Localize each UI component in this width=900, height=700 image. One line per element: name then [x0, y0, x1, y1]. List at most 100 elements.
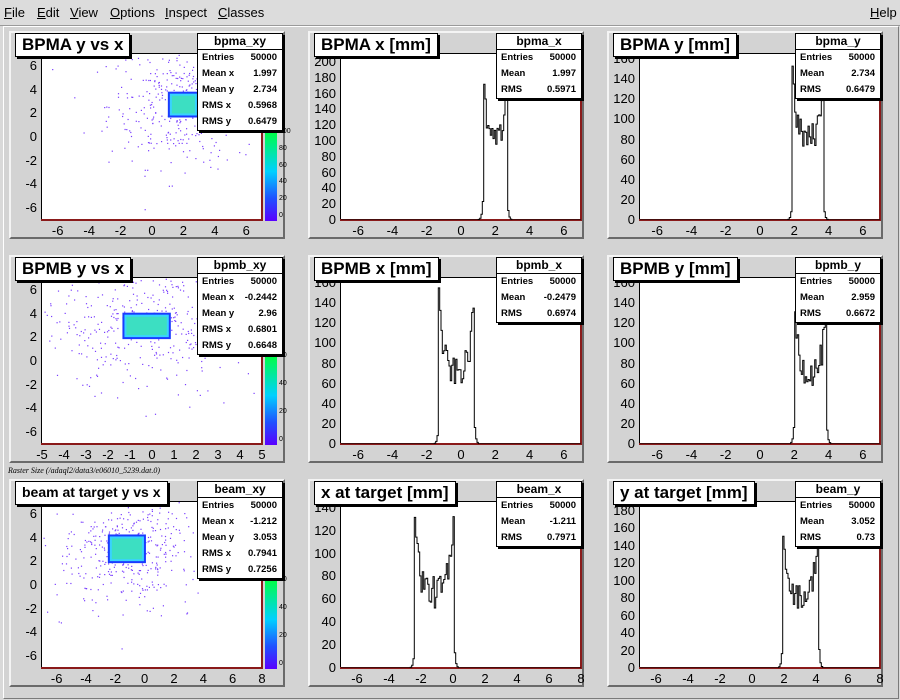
stats-row: RMS y 0.6648 [198, 338, 282, 354]
scatter-point [160, 587, 162, 589]
scatter-point [186, 613, 188, 615]
scatter-point [67, 548, 69, 550]
scatter-point [105, 66, 107, 68]
scatter-point [219, 149, 221, 151]
scatter-point [151, 581, 153, 583]
scatter-point [145, 415, 147, 417]
pad-bpmb_y[interactable]: 160 140 120 100 80 60 40 20 0 -6 -4 -2 0 2 4 6 BPMB y [m… [607, 255, 883, 463]
scatter-point [170, 117, 172, 120]
scatter-point [172, 296, 174, 298]
scatter-point [104, 563, 106, 565]
scatter-point [183, 72, 185, 75]
y-tick-label: 40 [321, 614, 336, 630]
y-tick-label: 120 [613, 315, 635, 331]
pad-bpmb_xy[interactable]: 60 40 20 0 6 4 2 0 -2 -4 -6 -5 -4 -3 -2 -1 0 1 2 3 4 5 BPMB y … [9, 255, 287, 463]
scatter-point [194, 342, 197, 344]
scatter-point [135, 120, 137, 122]
menu-options[interactable]: Options [110, 5, 155, 20]
scatter-point [127, 507, 129, 509]
scatter-point [106, 556, 108, 558]
scatter-point [102, 522, 105, 524]
raster-size-caption: Raster Size (/adaql2/data3/e06010_5239.d… [8, 466, 160, 475]
menu-classes[interactable]: Classes [218, 5, 265, 20]
pad-beam_x[interactable]: 140 120 100 80 60 40 20 0 -6 -4 -2 0 2 4 6 8 x at target… [308, 479, 585, 687]
x-tick-label: 4 [812, 671, 820, 686]
x-tick-label: 6 [560, 447, 568, 462]
scatter-point [182, 90, 184, 92]
scatter-point [65, 563, 68, 565]
scatter-point [166, 79, 168, 81]
scatter-point [124, 505, 126, 507]
menu-help[interactable]: Help [870, 5, 897, 20]
pad-beam_xy[interactable]: 60 40 20 0 6 4 2 0 -2 -4 -6 -6 -4 -2 0 2 4 6 8 beam at targ… [9, 479, 287, 687]
scatter-point [191, 134, 193, 136]
menu-view[interactable]: View [70, 5, 98, 20]
scatter-point [182, 356, 184, 359]
scatter-point [117, 397, 119, 399]
scatter-point [166, 378, 169, 380]
pad-bpma_x[interactable]: 200 180 160 140 120 100 80 60 40 20 0 -6 -4 -2 0 2 4 6 BPM… [308, 31, 584, 239]
menu-inspect[interactable]: Inspect [165, 5, 207, 20]
scatter-point [187, 339, 189, 341]
scatter-point [182, 78, 184, 80]
scatter-point [77, 290, 79, 292]
pad-bpma_y[interactable]: 160 140 120 100 80 60 40 20 0 -6 -4 -2 0 2 4 6 BPMA y [m… [607, 31, 883, 239]
scatter-point [253, 392, 255, 394]
scatter-point [171, 185, 173, 187]
pad-bpma_xy[interactable]: 100 80 60 40 20 0 6 4 2 0 -2 -4 -6 -6 -4 -2 0 2 4 6 BPMA y v… [9, 31, 291, 239]
scatter-point [76, 378, 78, 380]
scatter-point [71, 284, 73, 286]
scatter-point [199, 394, 201, 396]
scatter-point [120, 591, 122, 593]
pad-beam_y[interactable]: 180 160 140 120 100 80 60 40 20 0 -6 -4 -2 0 2 4 6 8 y at … [607, 479, 884, 687]
scatter-point [133, 573, 135, 575]
y-tick-label: 120 [314, 315, 336, 331]
scatter-point [182, 281, 184, 283]
scatter-point [180, 77, 182, 79]
scatter-point [187, 296, 189, 298]
scatter-point [176, 60, 178, 62]
scatter-point [50, 303, 52, 305]
scatter-point [121, 591, 123, 594]
scatter-point [178, 502, 180, 504]
scatter-point [156, 589, 158, 591]
scatter-point [196, 133, 198, 135]
scatter-point [149, 79, 151, 82]
plot-frame [639, 501, 881, 669]
scatter-point [104, 331, 106, 333]
scatter-point [248, 143, 250, 145]
scatter-point [104, 534, 106, 536]
scatter-point [153, 301, 155, 303]
scatter-point [126, 285, 128, 287]
scatter-point [195, 135, 197, 137]
scatter-point [51, 335, 53, 337]
scatter-point [104, 107, 106, 109]
scatter-point [175, 555, 177, 557]
scatter-point [219, 366, 221, 369]
scatter-point [169, 549, 171, 552]
scatter-point [158, 84, 160, 86]
pad-bpmb_x[interactable]: 160 140 120 100 80 60 40 20 0 -6 -4 -2 0 2 4 6 BPMB x [m… [308, 255, 584, 463]
menu-file[interactable]: File [4, 5, 25, 20]
scatter-point [211, 138, 213, 140]
scatter-point [131, 581, 133, 583]
scatter-point [151, 101, 153, 104]
scatter-point [195, 88, 198, 91]
y-tick-label: 0 [328, 436, 336, 451]
menu-edit[interactable]: Edit [37, 5, 60, 20]
stats-row: RMS 0.7971 [497, 530, 581, 546]
scatter-point [186, 369, 188, 372]
scatter-point [106, 305, 108, 307]
scatter-point [47, 611, 49, 613]
scatter-point [140, 127, 142, 129]
scatter-point [183, 551, 186, 553]
scatter-point [90, 305, 92, 307]
scatter-point [166, 289, 168, 291]
x-tick-label: -6 [51, 223, 64, 238]
scatter-point [138, 596, 140, 598]
scatter-point [147, 59, 149, 61]
scatter-point [146, 91, 148, 93]
scatter-point [128, 141, 130, 143]
scatter-point [155, 88, 157, 90]
scatter-point [111, 519, 113, 521]
